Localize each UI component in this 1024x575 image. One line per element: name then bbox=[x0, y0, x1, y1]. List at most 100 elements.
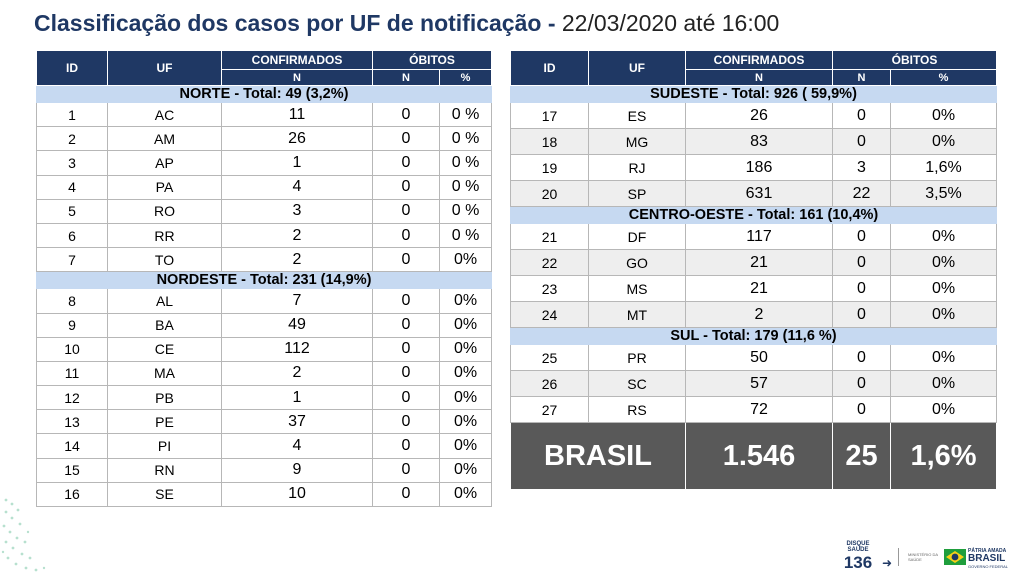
cell-obitos: 0 bbox=[832, 344, 891, 371]
cell-id: 25 bbox=[510, 344, 589, 371]
table-row: 27 RS 72 0 0% bbox=[510, 396, 998, 423]
cell-obitos-pct: 1,6% bbox=[889, 154, 998, 181]
region-header-row: NORTE - Total: 49 (3,2%) bbox=[35, 85, 493, 103]
cell-confirmados: 2 bbox=[221, 222, 373, 249]
table-row: 10 CE 112 0 0% bbox=[36, 336, 493, 362]
col-confirmados: CONFIRMADOS bbox=[685, 50, 833, 70]
cell-uf: CE bbox=[107, 336, 222, 362]
cell-uf: RJ bbox=[588, 154, 686, 181]
cell-obitos-pct: 0% bbox=[889, 128, 998, 155]
col-uf: UF bbox=[588, 50, 686, 86]
cell-uf: PI bbox=[107, 433, 222, 459]
total-obitos: 25 bbox=[832, 422, 891, 490]
cell-confirmados: 72 bbox=[685, 396, 833, 423]
cell-confirmados: 4 bbox=[221, 174, 373, 200]
cell-id: 12 bbox=[36, 385, 108, 411]
cell-obitos: 0 bbox=[372, 409, 440, 435]
table-row: 4 PA 4 0 0 % bbox=[36, 174, 493, 200]
table-row: 8 AL 7 0 0% bbox=[36, 288, 493, 314]
cell-obitos: 0 bbox=[372, 336, 440, 362]
cell-uf: RN bbox=[107, 457, 222, 483]
cell-obitos: 0 bbox=[832, 301, 891, 328]
cell-uf: SE bbox=[107, 481, 222, 508]
total-confirmados: 1.546 bbox=[685, 422, 833, 490]
cell-id: 13 bbox=[36, 409, 108, 435]
title-date: 22/03/2020 até 16:00 bbox=[561, 10, 780, 36]
cell-obitos-pct: 0 % bbox=[438, 174, 493, 200]
cell-uf: PA bbox=[107, 174, 222, 200]
cell-id: 9 bbox=[36, 312, 108, 338]
cell-uf: AP bbox=[107, 150, 222, 176]
cell-confirmados: 11 bbox=[221, 101, 373, 128]
cell-uf: SP bbox=[588, 180, 686, 207]
cell-confirmados: 2 bbox=[221, 247, 373, 273]
cell-obitos-pct: 0% bbox=[889, 301, 998, 328]
cell-uf: AM bbox=[107, 126, 222, 152]
cell-confirmados: 37 bbox=[221, 409, 373, 435]
arrow-icon: ➜ bbox=[882, 556, 893, 570]
cell-uf: BA bbox=[107, 312, 222, 338]
cell-obitos: 0 bbox=[372, 360, 440, 387]
cell-confirmados: 57 bbox=[685, 370, 833, 397]
cell-uf: PR bbox=[588, 344, 686, 371]
cell-id: 18 bbox=[510, 128, 589, 155]
region-title: NORTE - Total: 49 (3,2%) bbox=[35, 85, 493, 103]
cell-obitos-pct: 0% bbox=[438, 312, 493, 338]
cell-obitos-pct: 0 % bbox=[438, 150, 493, 176]
cell-confirmados: 21 bbox=[685, 249, 833, 276]
cell-uf: TO bbox=[107, 247, 222, 273]
total-row: BRASIL 1.546 25 1,6% bbox=[510, 422, 998, 490]
table-row: 6 RR 2 0 0 % bbox=[36, 222, 493, 249]
cell-obitos-pct: 0% bbox=[438, 336, 493, 362]
cell-id: 3 bbox=[36, 150, 108, 176]
cell-obitos: 0 bbox=[372, 312, 440, 338]
cell-uf: MT bbox=[588, 301, 686, 328]
cell-obitos: 0 bbox=[372, 198, 440, 224]
cell-confirmados: 10 bbox=[221, 481, 373, 508]
cell-confirmados: 1 bbox=[221, 150, 373, 176]
cell-obitos-pct: 0% bbox=[438, 409, 493, 435]
col-id: ID bbox=[36, 50, 108, 86]
decorative-dots-graphic bbox=[1, 498, 46, 572]
col-confirmados-n: N bbox=[685, 69, 833, 86]
cell-uf: RS bbox=[588, 396, 686, 423]
cell-confirmados: 50 bbox=[685, 344, 833, 371]
cell-confirmados: 117 bbox=[685, 223, 833, 250]
cell-uf: AC bbox=[107, 101, 222, 128]
table-row: 9 BA 49 0 0% bbox=[36, 312, 493, 338]
cell-obitos-pct: 0% bbox=[889, 396, 998, 423]
region-header-row: CENTRO-OESTE - Total: 161 (10,4%) bbox=[509, 206, 998, 224]
ministerio-logo: MINISTÉRIO DA SAÚDE bbox=[908, 552, 938, 562]
table-row: 11 MA 2 0 0% bbox=[36, 360, 493, 387]
cell-obitos: 0 bbox=[372, 150, 440, 176]
table-row: 16 SE 10 0 0% bbox=[36, 481, 493, 508]
col-obitos: ÓBITOS bbox=[831, 50, 998, 70]
brazil-flag-icon bbox=[944, 549, 966, 565]
cell-obitos: 0 bbox=[832, 249, 891, 276]
cell-obitos: 0 bbox=[372, 174, 440, 200]
cell-uf: ES bbox=[588, 102, 686, 129]
cell-obitos-pct: 0% bbox=[889, 344, 998, 371]
cell-id: 2 bbox=[36, 126, 108, 152]
cell-obitos-pct: 0% bbox=[889, 249, 998, 276]
cell-confirmados: 49 bbox=[221, 312, 373, 338]
cell-confirmados: 9 bbox=[221, 457, 373, 483]
cell-confirmados: 83 bbox=[685, 128, 833, 155]
cell-confirmados: 2 bbox=[685, 301, 833, 328]
cell-id: 19 bbox=[510, 154, 589, 181]
cell-confirmados: 7 bbox=[221, 288, 373, 314]
cell-uf: PE bbox=[107, 409, 222, 435]
col-id: ID bbox=[510, 50, 589, 86]
cell-obitos: 0 bbox=[372, 481, 440, 508]
table-row: 2 AM 26 0 0 % bbox=[36, 126, 493, 152]
col-obitos: ÓBITOS bbox=[371, 50, 493, 70]
cell-id: 11 bbox=[36, 360, 108, 387]
cell-confirmados: 26 bbox=[221, 126, 373, 152]
table-row: 13 PE 37 0 0% bbox=[36, 409, 493, 435]
disque-saude-logo: DISQUE SAÚDE 136 bbox=[843, 541, 873, 572]
cell-obitos-pct: 0% bbox=[889, 223, 998, 250]
cell-id: 24 bbox=[510, 301, 589, 328]
cell-uf: DF bbox=[588, 223, 686, 250]
cell-obitos: 3 bbox=[832, 154, 891, 181]
region-title: SUL - Total: 179 (11,6 %) bbox=[509, 327, 998, 345]
